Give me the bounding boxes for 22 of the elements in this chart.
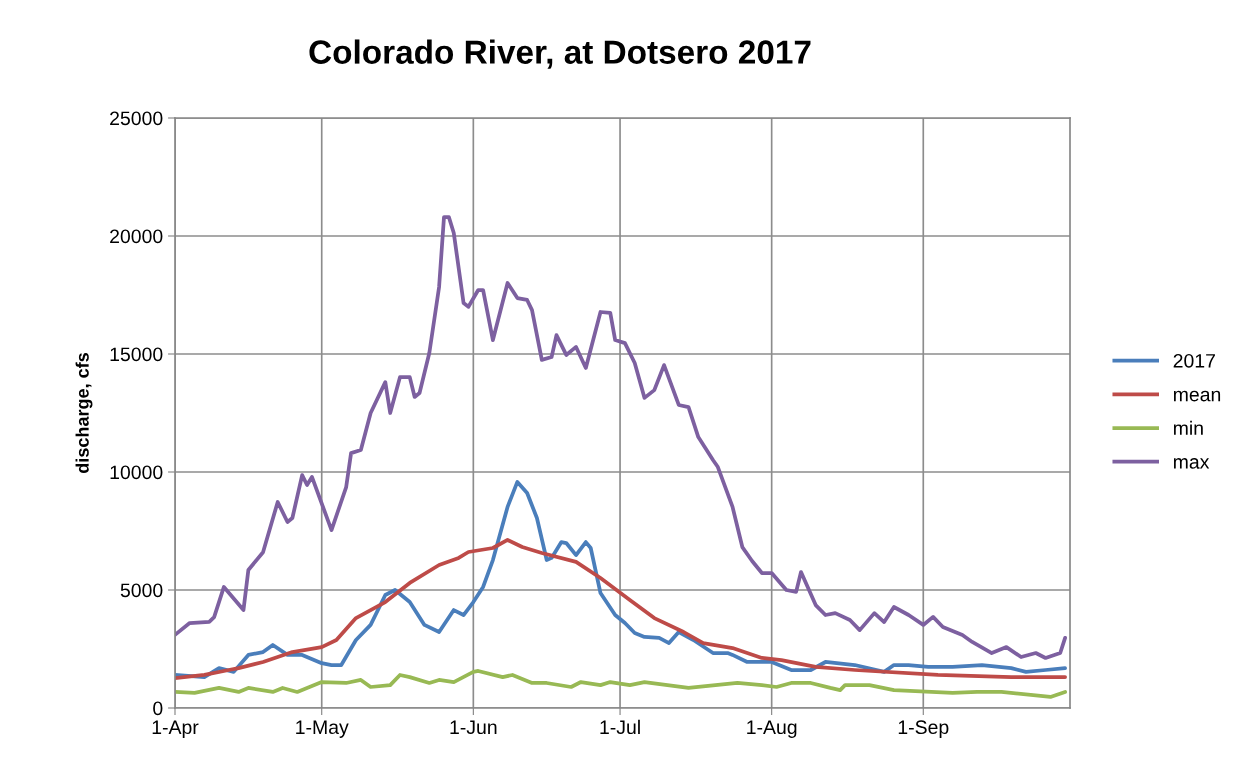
legend-label: mean [1173, 390, 1221, 402]
legend-label: 2017 [1173, 353, 1215, 368]
chart-title: Colorado River, at Dotsero 2017 [309, 39, 811, 69]
line-series [175, 669, 1067, 699]
y-tick-label: 5000 [120, 583, 163, 598]
y-tick-label: 0 [153, 701, 163, 716]
x-tick-label: 1-May [296, 720, 349, 738]
x-tick-label: 1-Aug [747, 720, 797, 738]
y-tick-label: 20000 [110, 229, 163, 244]
line-series [175, 480, 1067, 679]
x-tick-label: 1-Jul [600, 719, 640, 735]
x-tick-label: 1-Sep [898, 720, 949, 738]
y-tick-label: 15000 [110, 347, 163, 362]
line-series [175, 215, 1067, 660]
x-tick-label: 1-Jun [450, 720, 497, 735]
y-axis-title: discharge, cfs [75, 353, 93, 473]
legend-label: min [1173, 420, 1203, 435]
y-tick-label: 10000 [110, 465, 163, 480]
y-tick-label: 25000 [110, 111, 163, 126]
line-series [175, 538, 1067, 680]
x-tick-label: 1-Apr [152, 720, 199, 738]
legend-label: max [1173, 458, 1210, 469]
